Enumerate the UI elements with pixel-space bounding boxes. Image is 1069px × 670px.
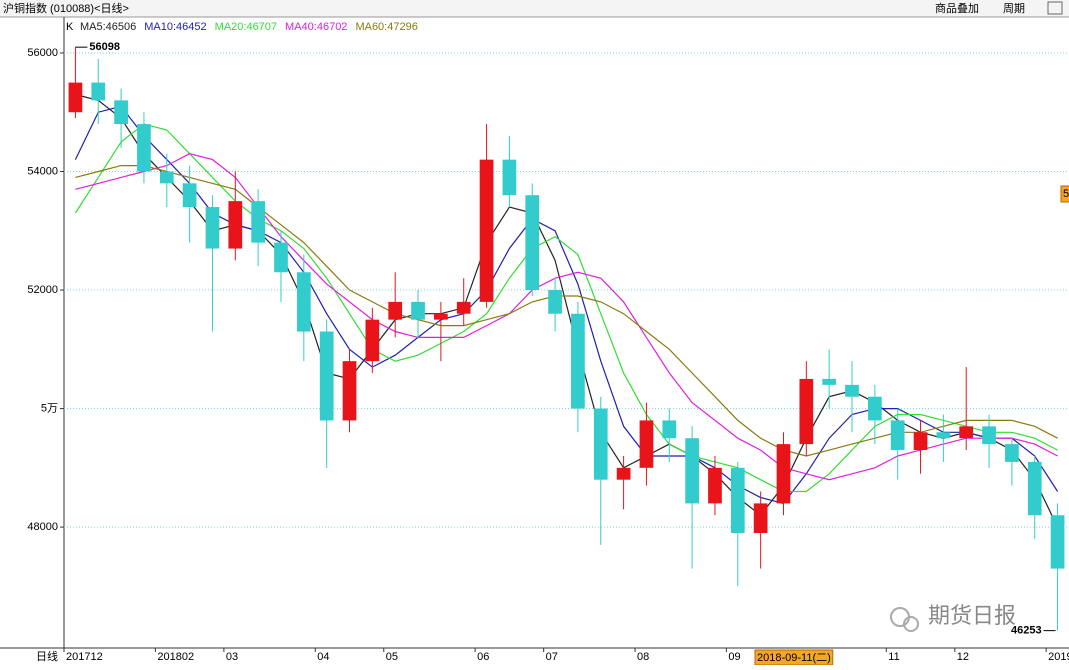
- candle-body: [1050, 515, 1065, 569]
- annotation: 46253: [1011, 625, 1042, 637]
- x-tick-label: 201901: [1048, 651, 1069, 663]
- candle-body: [959, 426, 974, 439]
- legend-entry: MA60:47296: [355, 21, 417, 33]
- candle-body: [137, 124, 151, 172]
- candle-body: [228, 201, 243, 249]
- candle-body: [251, 201, 265, 243]
- candle-body: [1005, 444, 1019, 462]
- candle-body: [616, 467, 631, 480]
- legend-entry: MA10:46452: [144, 21, 206, 33]
- right-marker: 5: [1063, 188, 1069, 200]
- x-tick-label: 06: [477, 651, 489, 663]
- annotation: 56098: [89, 41, 120, 53]
- candle-body: [822, 378, 837, 385]
- candle-body: [730, 467, 745, 534]
- legend-k: K: [66, 21, 74, 33]
- ma-line: [75, 93, 1059, 528]
- legend-entry: MA20:46707: [215, 21, 277, 33]
- candle-body: [342, 361, 357, 421]
- y-tick-label: 5万: [41, 402, 58, 414]
- candle-body: [913, 432, 928, 451]
- header-title: 沪铜指数 (010088)<日线>: [3, 1, 129, 15]
- candle-body: [434, 313, 448, 320]
- legend-entry: MA5:46506: [80, 21, 136, 33]
- header-bar: [0, 0, 1069, 17]
- candle-body: [799, 378, 814, 445]
- candle-body: [982, 426, 996, 445]
- y-tick-label: 48000: [27, 521, 58, 533]
- legend-entry: MA40:46702: [285, 21, 347, 33]
- candle-body: [274, 242, 288, 273]
- candle-body: [708, 467, 722, 504]
- candle-body: [411, 301, 425, 320]
- right-marker-box: [1060, 185, 1069, 203]
- header-button[interactable]: 商品叠加: [935, 1, 979, 15]
- period-label: 日线: [36, 649, 58, 663]
- x-tick-label: 201802: [157, 651, 194, 663]
- cursor-label: 2018-09-11(二): [757, 652, 831, 664]
- candle-body: [548, 290, 562, 314]
- candle-body: [365, 319, 380, 362]
- x-tick-label: 03: [226, 651, 238, 663]
- candle-body: [845, 384, 859, 397]
- x-tick-label: 05: [386, 651, 398, 663]
- y-tick-label: 52000: [27, 284, 58, 296]
- x-tick-label: 12: [957, 651, 969, 663]
- ma-line: [75, 165, 1058, 457]
- candle-body: [525, 195, 540, 291]
- candle-body: [868, 396, 882, 421]
- candle-body: [776, 444, 791, 504]
- x-tick-label: 09: [728, 651, 740, 663]
- x-tick-label: 04: [317, 651, 329, 663]
- candle-body: [319, 331, 334, 421]
- candle-body: [91, 82, 106, 101]
- candle-body: [593, 408, 608, 480]
- candle-body: [205, 207, 220, 249]
- x-tick-label: 08: [637, 651, 649, 663]
- candle-body: [1027, 461, 1042, 516]
- header-button[interactable]: 周期: [1003, 2, 1025, 15]
- candle-body: [890, 420, 905, 451]
- candle-body: [571, 313, 585, 409]
- candle-body: [296, 272, 311, 332]
- watermark-icon: [903, 616, 919, 632]
- ma-line: [74, 123, 1058, 493]
- candle-body: [685, 438, 699, 504]
- x-tick-label: 07: [546, 651, 558, 663]
- y-tick-label: 56000: [27, 47, 58, 59]
- y-tick-label: 54000: [27, 165, 58, 177]
- candle-body: [68, 82, 83, 113]
- candle-body: [753, 503, 768, 534]
- candle-body: [114, 100, 128, 125]
- candle-body: [388, 301, 403, 320]
- x-tick-label: 201712: [66, 651, 103, 663]
- header-icon[interactable]: [1047, 1, 1063, 15]
- candle-body: [159, 171, 174, 184]
- watermark-icon: [890, 607, 910, 627]
- candle-body: [662, 420, 677, 439]
- watermark: 期货日报: [928, 603, 1016, 628]
- candle-body: [502, 159, 517, 196]
- x-tick-label: 11: [888, 651, 899, 663]
- candle-body: [182, 183, 197, 208]
- candle-body: [456, 301, 471, 314]
- ma-line: [75, 153, 1058, 481]
- candle-body: [479, 159, 494, 302]
- candle-body: [639, 420, 654, 468]
- candle-body: [936, 432, 951, 439]
